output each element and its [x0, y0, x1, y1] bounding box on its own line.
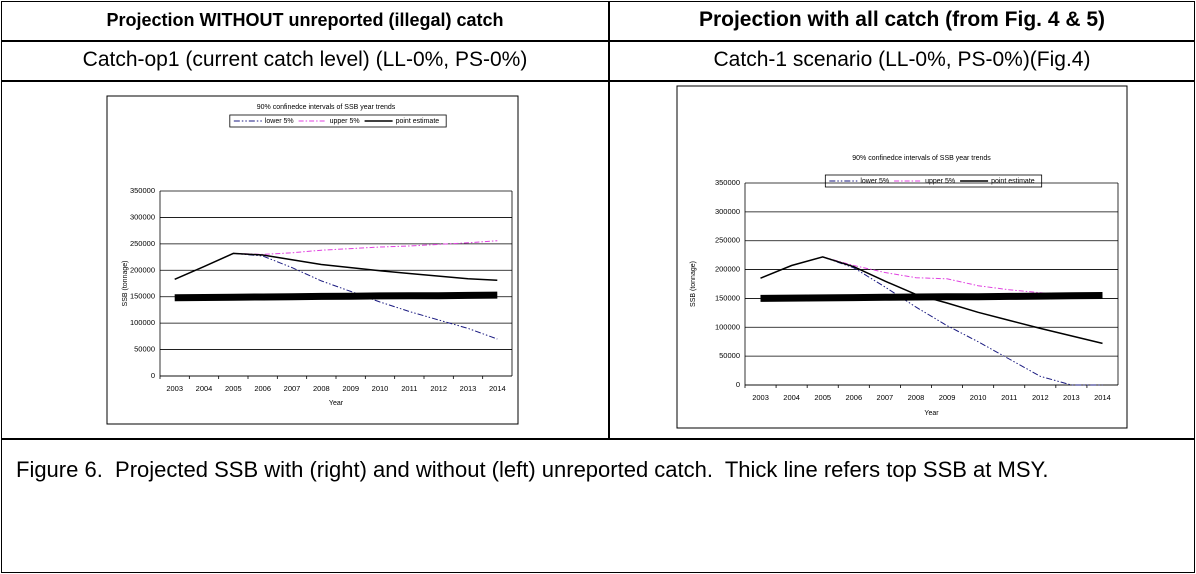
y-tick-label: 50000: [719, 351, 740, 360]
legend-label: lower 5%: [265, 118, 294, 125]
y-tick-label: 300000: [130, 212, 155, 221]
caption: Figure 6. Projected SSB with (right) and…: [16, 457, 1049, 482]
y-tick-label: 150000: [130, 292, 155, 301]
y-axis-label: SSB (tonnage): [690, 261, 697, 307]
x-tick-label: 2005: [814, 393, 831, 402]
x-tick-label: 2012: [430, 384, 447, 393]
x-tick-label: 2005: [225, 384, 242, 393]
x-tick-label: 2004: [196, 384, 213, 393]
x-tick-label: 2014: [489, 384, 506, 393]
legend-label: upper 5%: [925, 178, 955, 185]
x-tick-label: 2008: [908, 393, 925, 402]
subheader: Catch-1 scenario (LL-0%, PS-0%)(Fig.4): [713, 48, 1091, 71]
reference-line: [174, 291, 498, 302]
x-tick-label: 2010: [970, 393, 987, 402]
series-line: [233, 240, 498, 255]
x-tick-label: 2012: [1032, 393, 1049, 402]
y-tick-label: 250000: [130, 239, 155, 248]
y-tick-label: 50000: [134, 345, 155, 354]
row-rule: [1, 40, 1195, 42]
subheader: Catch-op1 (current catch level) (LL-0%, …: [82, 48, 528, 71]
x-tick-label: 2006: [254, 384, 271, 393]
y-tick-label: 0: [736, 380, 740, 389]
row-rule: [1, 80, 1195, 82]
y-tick-label: 200000: [130, 265, 155, 274]
chart-title: 90% confinedce intervals of SSB year tre…: [257, 104, 396, 111]
y-tick-label: 150000: [715, 293, 740, 302]
y-tick-label: 300000: [715, 207, 740, 216]
y-tick-label: 350000: [130, 186, 155, 195]
legend-label: upper 5%: [330, 118, 360, 125]
x-tick-label: 2004: [783, 393, 800, 402]
y-tick-label: 100000: [130, 318, 155, 327]
legend-box: [229, 114, 447, 128]
series-line: [174, 252, 498, 282]
x-tick-label: 2006: [845, 393, 862, 402]
reference-line: [760, 292, 1103, 302]
x-tick-label: 2010: [372, 384, 389, 393]
y-tick-label: 200000: [715, 265, 740, 274]
legend-label: lower 5%: [860, 178, 889, 185]
y-tick-label: 350000: [715, 178, 740, 187]
x-tick-label: 2011: [1001, 393, 1017, 402]
chart-frame: [676, 85, 1128, 429]
y-tick-label: 100000: [715, 322, 740, 331]
column-rule: [608, 1, 610, 439]
row-rule: [1, 438, 1195, 440]
x-tick-label: 2007: [284, 384, 301, 393]
y-tick-label: 250000: [715, 236, 740, 245]
y-tick-label: 0: [151, 371, 155, 380]
x-tick-label: 2009: [342, 384, 359, 393]
x-axis-label: Year: [329, 400, 344, 407]
header: Projection with all catch (from Fig. 4 &…: [698, 8, 1106, 31]
x-tick-label: 2013: [460, 384, 477, 393]
x-tick-label: 2008: [313, 384, 330, 393]
x-tick-label: 2003: [166, 384, 183, 393]
x-tick-label: 2003: [752, 393, 769, 402]
x-axis-label: Year: [924, 410, 939, 417]
legend-label: point estimate: [991, 178, 1035, 185]
x-tick-label: 2013: [1063, 393, 1080, 402]
x-tick-label: 2014: [1094, 393, 1111, 402]
x-tick-label: 2009: [939, 393, 956, 402]
header: Projection WITHOUT unreported (illegal) …: [106, 10, 504, 30]
y-axis-label: SSB (tonnage): [122, 261, 129, 307]
legend-box: [824, 174, 1043, 188]
chart-title: 90% confinedce intervals of SSB year tre…: [852, 155, 991, 162]
x-tick-label: 2007: [877, 393, 894, 402]
x-tick-label: 2011: [401, 384, 417, 393]
chart-frame: [106, 95, 519, 425]
legend-label: point estimate: [396, 118, 440, 125]
